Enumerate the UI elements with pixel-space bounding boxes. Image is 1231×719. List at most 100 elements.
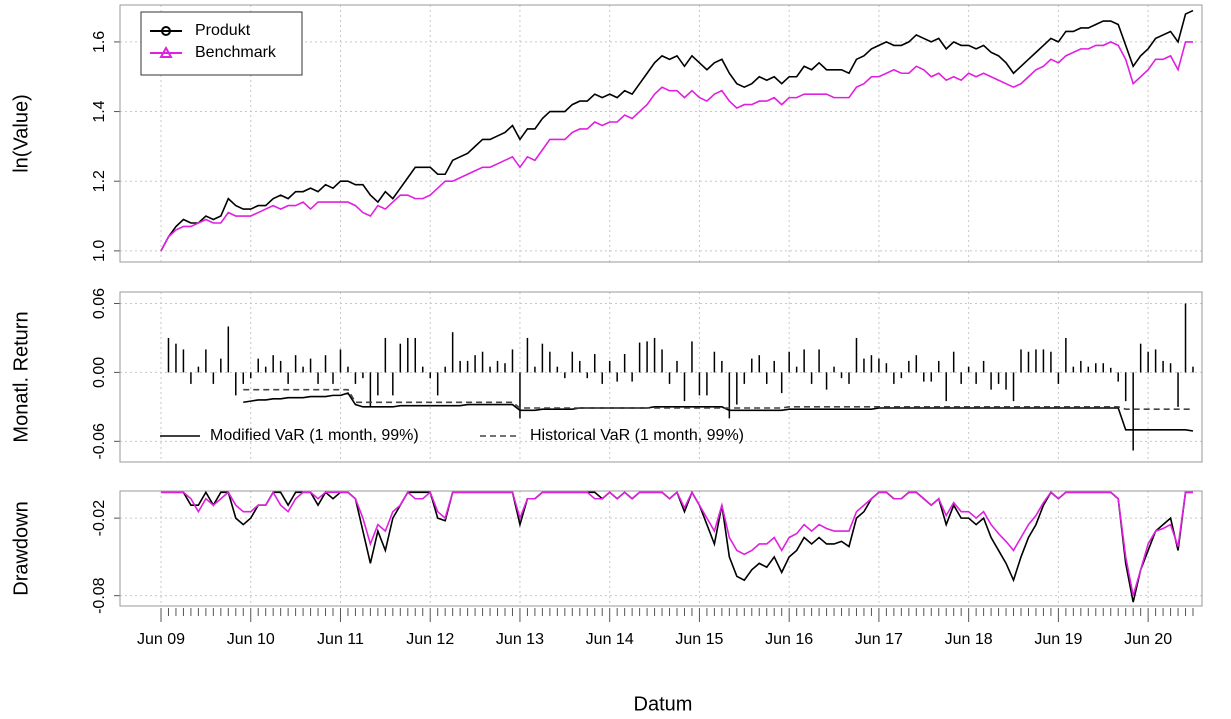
- return-bar: [354, 372, 357, 384]
- return-bar: [1057, 372, 1060, 384]
- return-bar: [481, 351, 484, 373]
- return-bar: [780, 372, 783, 394]
- legend-label: Historical VaR (1 month, 99%): [530, 427, 744, 444]
- y-tick-label: 1.0: [91, 240, 108, 262]
- series-line: [243, 392, 1194, 432]
- series-line: [243, 388, 1193, 410]
- return-bar: [1012, 372, 1015, 402]
- return-bar: [653, 337, 656, 373]
- x-tick-label: Jun 16: [765, 631, 813, 648]
- return-bar: [1177, 372, 1179, 407]
- return-bar: [227, 326, 230, 373]
- return-bar: [249, 372, 252, 379]
- y-tick-label: -0.02: [91, 500, 108, 537]
- return-bar: [601, 372, 603, 384]
- return-bar: [1087, 366, 1090, 373]
- return-bar: [833, 366, 835, 373]
- return-bar: [309, 358, 312, 373]
- return-bar: [212, 372, 215, 384]
- return-bar: [175, 343, 177, 373]
- return-bar: [967, 366, 970, 373]
- return-bar: [579, 360, 581, 373]
- return-bar: [167, 337, 170, 373]
- return-bar: [818, 349, 820, 373]
- y-axis-title: Monatl. Return: [10, 311, 32, 442]
- return-bar: [407, 337, 409, 373]
- legend-label: Modified VaR (1 month, 99%): [210, 427, 419, 444]
- return-bar: [1005, 372, 1007, 390]
- return-bar: [997, 372, 1000, 384]
- return-bar: [1169, 363, 1172, 373]
- return-bar: [698, 372, 701, 396]
- legend-label: Produkt: [195, 22, 251, 39]
- return-bar: [272, 355, 274, 373]
- return-bar: [795, 366, 798, 373]
- return-bar: [758, 355, 761, 373]
- return-bar: [765, 372, 768, 384]
- return-bar: [347, 366, 349, 373]
- return-bar: [220, 358, 222, 373]
- y-tick-label: -0.08: [91, 577, 108, 614]
- return-bar: [489, 366, 491, 373]
- return-bar: [1139, 343, 1142, 373]
- return-bar: [668, 372, 671, 384]
- return-bar: [840, 372, 843, 379]
- return-bar: [1192, 366, 1194, 373]
- y-tick-label: 1.6: [91, 31, 108, 53]
- series-line: [161, 490, 1193, 596]
- return-bar: [1109, 367, 1112, 373]
- legend-box: [140, 11, 303, 76]
- return-bar: [945, 372, 947, 402]
- return-bar: [878, 358, 880, 373]
- return-bar: [773, 360, 775, 373]
- return-bar: [623, 354, 626, 373]
- return-bar: [1020, 349, 1022, 373]
- return-bar: [788, 351, 790, 373]
- return-bar: [848, 372, 850, 384]
- return-bar: [287, 372, 289, 384]
- return-bar: [339, 349, 342, 373]
- return-bar: [1132, 372, 1134, 451]
- return-bar: [631, 372, 633, 382]
- return-bar: [362, 372, 364, 379]
- return-bar: [930, 372, 933, 382]
- return-bar: [436, 372, 439, 396]
- x-tick-label: Jun 18: [945, 631, 993, 648]
- y-tick-label: 1.2: [91, 170, 108, 192]
- y-axis-title: ln(Value): [10, 94, 32, 173]
- return-bar: [564, 372, 566, 379]
- return-bar: [414, 337, 417, 373]
- return-bar: [908, 360, 910, 373]
- return-bar: [586, 372, 589, 379]
- return-bar: [534, 366, 536, 373]
- return-bar: [511, 349, 514, 373]
- x-tick-label: Jun 13: [496, 631, 544, 648]
- panel-frame: [119, 291, 1203, 463]
- x-tick-label: Jun 09: [137, 631, 185, 648]
- return-bar: [197, 366, 200, 373]
- return-bar: [990, 372, 992, 390]
- x-tick-label: Jun 20: [1124, 631, 1172, 648]
- return-bar: [923, 372, 925, 382]
- x-tick-label: Jun 19: [1034, 631, 1082, 648]
- return-bar: [893, 372, 895, 384]
- return-bar: [332, 372, 334, 384]
- return-bar: [1035, 349, 1037, 373]
- x-tick-label: Jun 11: [317, 631, 364, 648]
- return-bar: [1027, 351, 1030, 373]
- return-bar: [1147, 351, 1149, 373]
- series-line: [160, 41, 1193, 252]
- y-tick-label: 0.00: [91, 357, 108, 388]
- x-tick-label: Jun 14: [586, 631, 634, 648]
- return-bar: [638, 342, 641, 373]
- return-bar: [952, 351, 955, 373]
- return-bar: [384, 337, 387, 373]
- return-bar: [721, 360, 723, 373]
- return-bar: [900, 372, 903, 379]
- return-bar: [1050, 351, 1052, 373]
- return-bar: [960, 372, 962, 384]
- return-bar: [444, 366, 446, 373]
- return-bar: [1072, 366, 1075, 373]
- return-bar: [541, 343, 544, 373]
